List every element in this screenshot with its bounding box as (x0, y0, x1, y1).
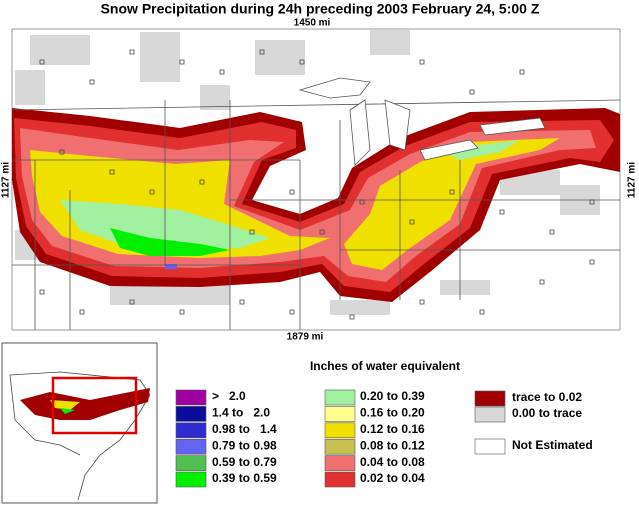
legend-label: 1.4 to 2.0 (212, 406, 270, 420)
legend-title: Inches of water equivalent (310, 359, 460, 373)
band-core (110, 228, 230, 256)
legend-swatch (474, 438, 506, 455)
map (11, 28, 621, 331)
scale-right: 1127 mi (627, 162, 638, 198)
legend-swatch (175, 438, 207, 455)
legend-label: 0.20 to 0.39 (360, 389, 425, 403)
scale-left: 1127 mi (1, 162, 12, 198)
legend-label: 0.79 to 0.98 (212, 438, 277, 452)
legend-swatch (474, 406, 506, 423)
legend-swatch (324, 438, 356, 455)
legend-label: 0.00 to trace (512, 406, 582, 420)
legend-swatch (324, 406, 356, 422)
boundaries (11, 99, 621, 330)
title: Snow Precipitation during 24h preceding … (101, 1, 540, 17)
scale-bottom: 1879 mi (287, 332, 324, 343)
legend-swatch (175, 422, 207, 439)
legend-swatch (324, 422, 356, 439)
legend-label: 0.08 to 0.12 (360, 438, 425, 452)
legend-label: 0.04 to 0.08 (360, 455, 425, 469)
great-lakes (298, 77, 546, 166)
legend-label: trace to 0.02 (512, 390, 582, 404)
legend: > 2.0 1.4 to 2.0 0.98 to 1.4 0.79 to 0.98 0.… (175, 389, 593, 488)
legend-swatch (324, 455, 356, 471)
legend-swatch (175, 389, 207, 406)
legend-swatch (175, 455, 207, 471)
legend-label: 0.59 to 0.79 (212, 455, 277, 469)
legend-swatch (175, 471, 207, 488)
scale-top: 1450 mi (294, 18, 331, 29)
legend-label: Not Estimated (512, 438, 593, 452)
legend-label: 0.39 to 0.59 (212, 471, 277, 485)
legend-swatch (324, 471, 356, 488)
legend-label: > 2.0 (212, 389, 246, 403)
legend-label: 0.12 to 0.16 (360, 422, 425, 436)
legend-label: 0.02 to 0.04 (360, 471, 425, 485)
stations (39, 49, 595, 320)
legend-swatch (324, 389, 356, 406)
legend-label: 0.98 to 1.4 (212, 422, 277, 436)
legend-swatch (175, 406, 207, 422)
inset-map (1, 342, 158, 504)
legend-label: 0.16 to 0.20 (360, 406, 425, 420)
legend-swatch (474, 390, 506, 407)
band-green (60, 140, 520, 250)
